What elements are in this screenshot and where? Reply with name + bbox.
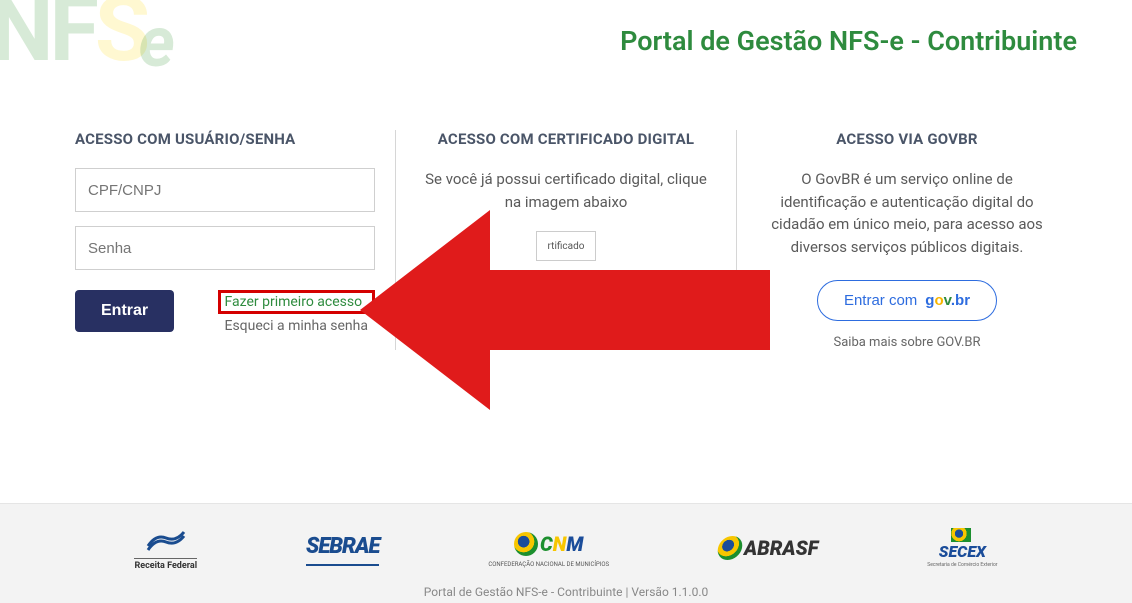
forgot-password-link[interactable]: Esqueci a minha senha bbox=[218, 318, 376, 334]
govbr-text: O GovBR é um serviço online de identific… bbox=[757, 168, 1057, 258]
footer-version: Portal de Gestão NFS-e - Contribuinte | … bbox=[0, 585, 1132, 603]
govbr-button-label: Entrar com bbox=[844, 292, 917, 309]
partner-receita-federal: Receita Federal bbox=[134, 524, 197, 571]
senha-input[interactable] bbox=[75, 226, 375, 270]
govbr-title: ACESSO VIA GOVBR bbox=[757, 130, 1057, 148]
certificate-column: ACESSO COM CERTIFICADO DIGITAL Se você j… bbox=[395, 130, 736, 350]
partner-abrasf: ABRASF bbox=[718, 531, 818, 565]
page-title: Portal de Gestão NFS-e - Contribuinte bbox=[620, 25, 1077, 57]
govbr-column: ACESSO VIA GOVBR O GovBR é um serviço on… bbox=[736, 130, 1077, 350]
secex-icon: SECEX bbox=[939, 528, 986, 562]
entrar-button[interactable]: Entrar bbox=[75, 290, 174, 332]
certificate-title: ACESSO COM CERTIFICADO DIGITAL bbox=[416, 130, 716, 148]
sebrae-icon: SEBRAE bbox=[306, 530, 379, 564]
certificate-text: Se você já possui certificado digital, c… bbox=[416, 168, 716, 213]
partner-cnm: CNM CONFEDERAÇÃO NACIONAL DE MUNICÍPIOS bbox=[488, 527, 609, 568]
govbr-more-link[interactable]: Saiba mais sobre GOV.BR bbox=[757, 335, 1057, 350]
certificate-image-button[interactable]: rtificado bbox=[536, 231, 596, 261]
receita-federal-icon bbox=[146, 524, 186, 558]
govbr-logo-icon: gov.br bbox=[925, 292, 970, 309]
partners-row: Receita Federal SEBRAE CNM CONFEDERAÇÃO … bbox=[0, 524, 1132, 585]
partner-secex: SECEX Secretaria de Comércio Exterior bbox=[927, 528, 997, 568]
abrasf-icon: ABRASF bbox=[718, 531, 818, 565]
first-access-link[interactable]: Fazer primeiro acesso bbox=[218, 290, 376, 314]
cnm-icon: CNM bbox=[514, 527, 583, 561]
partner-sebrae: SEBRAE bbox=[306, 530, 379, 566]
govbr-login-button[interactable]: Entrar com gov.br bbox=[817, 280, 997, 321]
footer: Receita Federal SEBRAE CNM CONFEDERAÇÃO … bbox=[0, 503, 1132, 603]
login-title: ACESSO COM USUÁRIO/SENHA bbox=[75, 130, 375, 148]
access-columns: ACESSO COM USUÁRIO/SENHA Entrar Fazer pr… bbox=[55, 130, 1077, 350]
login-column: ACESSO COM USUÁRIO/SENHA Entrar Fazer pr… bbox=[55, 130, 395, 350]
cpf-cnpj-input[interactable] bbox=[75, 168, 375, 212]
background-logo: NFSe bbox=[0, 0, 179, 75]
